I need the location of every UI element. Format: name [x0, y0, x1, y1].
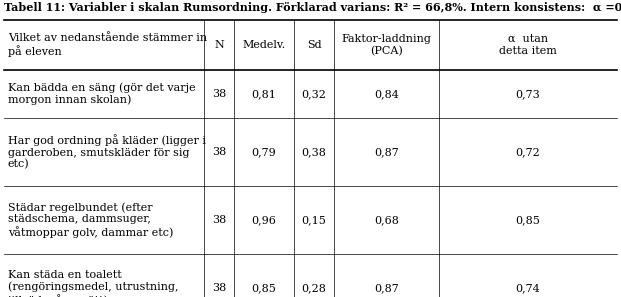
Text: Sd: Sd	[307, 40, 321, 50]
Text: 0,81: 0,81	[252, 89, 276, 99]
Text: α  utan
detta item: α utan detta item	[499, 34, 557, 56]
Text: 0,85: 0,85	[252, 283, 276, 293]
Text: 38: 38	[212, 283, 226, 293]
Text: 0,72: 0,72	[515, 147, 540, 157]
Text: 0,79: 0,79	[252, 147, 276, 157]
Text: N: N	[214, 40, 224, 50]
Text: 0,15: 0,15	[302, 215, 327, 225]
Text: 38: 38	[212, 215, 226, 225]
Text: Vilket av nedanstående stämmer in
på eleven: Vilket av nedanstående stämmer in på ele…	[8, 33, 207, 57]
Text: Faktor-laddning
(PCA): Faktor-laddning (PCA)	[342, 34, 432, 56]
Text: Tabell 11: Variabler i skalan Rumsordning. Förklarad varians: R² = 66,8%. Intern: Tabell 11: Variabler i skalan Rumsordnin…	[4, 2, 621, 13]
Text: Kan städa en toalett
(rengöringsmedel, utrustning,
tillvädagångssätt): Kan städa en toalett (rengöringsmedel, u…	[8, 270, 178, 297]
Text: 0,68: 0,68	[374, 215, 399, 225]
Text: 0,85: 0,85	[515, 215, 540, 225]
Text: 0,74: 0,74	[515, 283, 540, 293]
Text: 0,87: 0,87	[374, 147, 399, 157]
Text: Städar regelbundet (efter
städschema, dammsuger,
våtmoppar golv, dammar etc): Städar regelbundet (efter städschema, da…	[8, 202, 173, 238]
Text: 0,28: 0,28	[302, 283, 327, 293]
Text: 0,32: 0,32	[302, 89, 327, 99]
Text: 0,96: 0,96	[252, 215, 276, 225]
Text: 0,84: 0,84	[374, 89, 399, 99]
Text: 38: 38	[212, 147, 226, 157]
Text: Kan bädda en säng (gör det varje
morgon innan skolan): Kan bädda en säng (gör det varje morgon …	[8, 83, 196, 105]
Text: 38: 38	[212, 89, 226, 99]
Text: 0,87: 0,87	[374, 283, 399, 293]
Text: 0,73: 0,73	[515, 89, 540, 99]
Text: Medelv.: Medelv.	[242, 40, 286, 50]
Text: Har god ordning på kläder (ligger i
garderoben, smutskläder för sig
etc): Har god ordning på kläder (ligger i gard…	[8, 134, 206, 170]
Text: 0,38: 0,38	[302, 147, 327, 157]
